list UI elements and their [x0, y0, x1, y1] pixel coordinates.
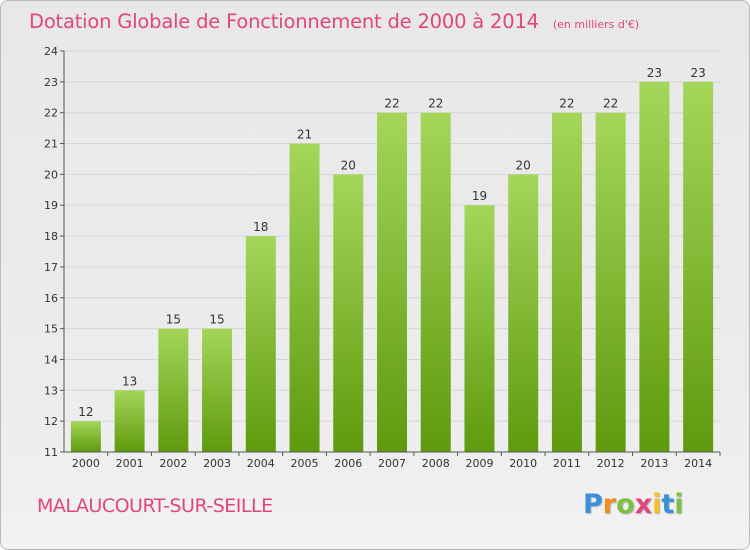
y-tick-labels: 11 12 13 14 15 16 17 18 19 20 21 22 23 24: [44, 45, 58, 459]
logo-letter: o: [616, 489, 635, 520]
data-label-2006: 20: [341, 158, 356, 172]
y-tick-label: 17: [44, 261, 58, 274]
y-tick-label: 24: [44, 45, 58, 58]
y-tick-label: 14: [44, 353, 58, 366]
y-tick-label: 11: [44, 446, 58, 459]
y-tick-label: 12: [44, 415, 58, 428]
town-name: MALAUCOURT-SUR-SEILLE: [37, 495, 273, 517]
bar-2004: [245, 236, 276, 452]
x-tick-label-2001: 2001: [116, 457, 144, 470]
logo-letter: i: [674, 489, 684, 520]
chart-title-text: Dotation Globale de Fonctionnement de 20…: [29, 10, 539, 33]
logo-letter: i: [652, 489, 662, 520]
x-tick-label-2002: 2002: [159, 457, 187, 470]
data-label-2010: 20: [516, 158, 531, 172]
bar-2001: [114, 390, 145, 452]
y-tick-label: 13: [44, 384, 58, 397]
bar-2013: [639, 81, 670, 452]
y-tick-label: 21: [44, 138, 58, 151]
y-tick-label: 16: [44, 292, 58, 305]
axes: [60, 50, 721, 456]
x-tick-label-2000: 2000: [72, 457, 100, 470]
y-tick-label: 19: [44, 199, 58, 212]
proxiti-logo[interactable]: Proxiti: [583, 489, 684, 520]
x-tick-label-2012: 2012: [597, 457, 625, 470]
data-label-2009: 19: [472, 189, 487, 203]
bar-2014: [683, 81, 714, 452]
bar-2008: [420, 112, 451, 452]
bar-2003: [202, 328, 233, 452]
y-tick-label: 20: [44, 168, 58, 181]
x-tick-label-2014: 2014: [684, 457, 712, 470]
data-label-2014: 23: [690, 66, 705, 80]
chart-title: Dotation Globale de Fonctionnement de 20…: [29, 10, 639, 33]
data-label-2005: 21: [297, 128, 312, 142]
data-label-2011: 22: [559, 97, 574, 111]
data-label-2002: 15: [166, 313, 181, 327]
x-tick-label-2013: 2013: [640, 457, 668, 470]
bar-2010: [508, 174, 539, 452]
x-tick-label-2005: 2005: [291, 457, 319, 470]
bars: [70, 81, 714, 453]
y-tick-label: 15: [44, 323, 58, 336]
y-tick-label: 18: [44, 230, 58, 243]
x-tick-label-2007: 2007: [378, 457, 406, 470]
data-label-2000: 12: [78, 405, 93, 419]
data-label-2013: 23: [647, 66, 662, 80]
y-tick-label: 22: [44, 107, 58, 120]
bar-2002: [158, 328, 189, 452]
x-tick-label-2009: 2009: [465, 457, 493, 470]
logo-letter: r: [602, 489, 617, 520]
x-tick-label-2003: 2003: [203, 457, 231, 470]
logo-letter: P: [583, 489, 603, 520]
logo-letter: t: [661, 489, 675, 520]
logo-letter: x: [634, 489, 653, 520]
bar-2000: [70, 421, 101, 452]
bar-2011: [551, 112, 582, 452]
x-tick-label-2004: 2004: [247, 457, 275, 470]
chart-unit: (en milliers d'€): [552, 18, 640, 31]
bar-2009: [464, 205, 495, 452]
bar-2006: [333, 174, 364, 452]
x-tick-label-2011: 2011: [553, 457, 581, 470]
x-tick-label-2010: 2010: [509, 457, 537, 470]
x-tick-label-2008: 2008: [422, 457, 450, 470]
data-labels: 12 13 15 15 18 21 20 22 22 19 20 22 22 23 23: [78, 66, 706, 419]
data-label-2004: 18: [253, 220, 268, 234]
data-label-2007: 22: [384, 97, 399, 111]
y-tick-label: 23: [44, 76, 58, 89]
data-label-2012: 22: [603, 97, 618, 111]
bar-2007: [377, 112, 407, 452]
x-tick-labels: 2000 2001 2002 2003 2004 2005 2006 2007 2008 2009…: [72, 457, 712, 470]
x-tick-label-2006: 2006: [334, 457, 362, 470]
data-label-2001: 13: [122, 374, 137, 388]
data-label-2003: 15: [209, 313, 224, 327]
data-label-2008: 22: [428, 97, 443, 111]
bar-2005: [289, 143, 320, 453]
bar-2012: [595, 112, 626, 452]
